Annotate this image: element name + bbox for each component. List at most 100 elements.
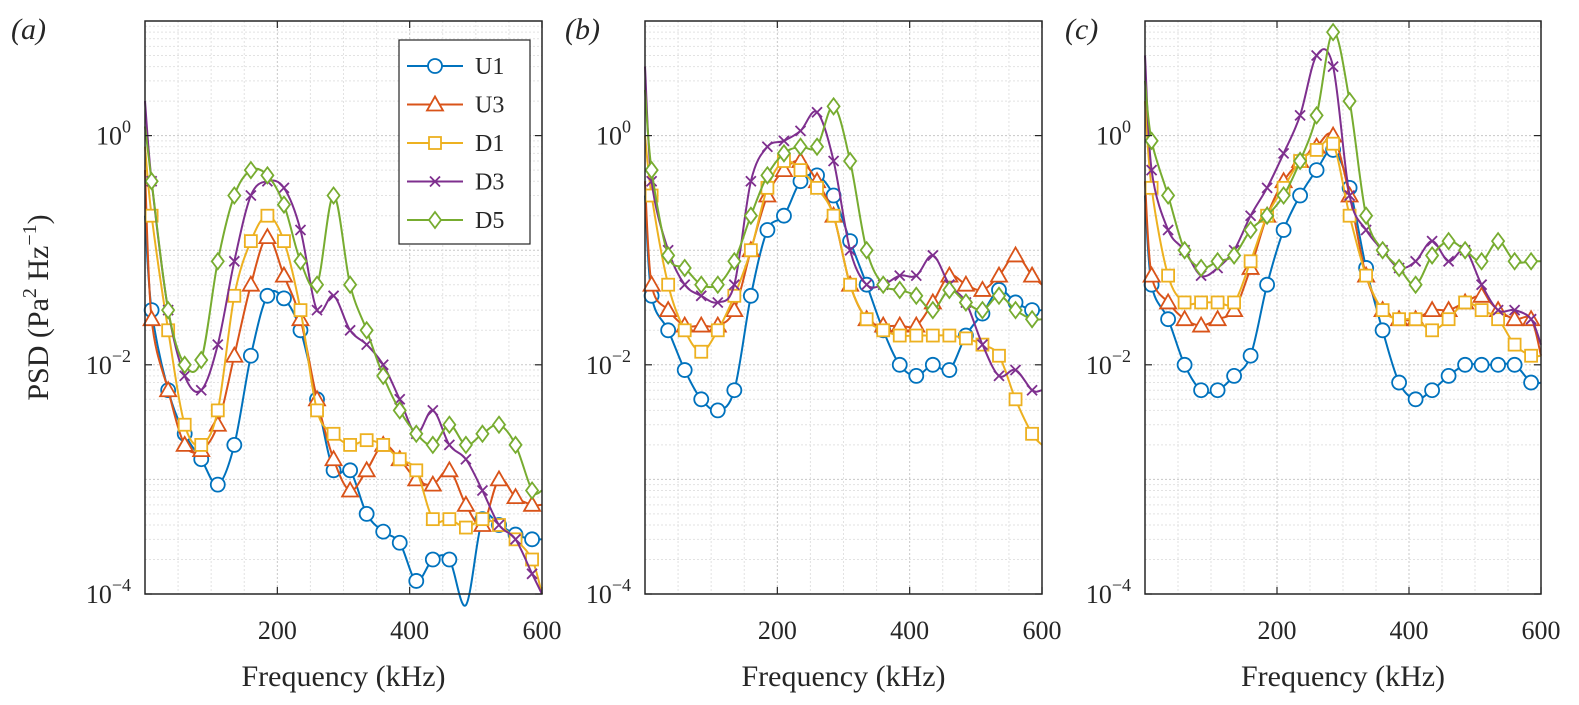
data-point-triangle — [224, 345, 244, 363]
data-point-diamond — [309, 275, 325, 295]
data-point-x — [427, 404, 439, 417]
data-point-circle — [441, 551, 458, 568]
data-point-circle — [1424, 382, 1440, 399]
data-point-square — [1008, 392, 1023, 407]
data-point-x — [1343, 189, 1356, 202]
data-point-x — [844, 244, 856, 256]
legend-marker-circle — [427, 58, 443, 74]
data-point-circle — [342, 462, 359, 479]
data-point-diamond — [458, 435, 474, 455]
panel-label: (c) — [1065, 13, 1098, 46]
data-point-circle — [524, 531, 540, 548]
data-point-circle — [660, 322, 677, 339]
y-tick-label: 10−2 — [86, 346, 131, 380]
data-point-x — [1145, 164, 1158, 176]
data-point-triangle — [1422, 300, 1442, 318]
data-point-diamond — [1507, 251, 1522, 271]
data-point-circle — [1226, 368, 1242, 384]
data-point-square — [909, 328, 924, 343]
x-axis-label: Frequency (kHz) — [741, 660, 945, 693]
data-point-x — [344, 324, 356, 336]
data-point-x — [294, 224, 307, 236]
data-point-x — [245, 189, 257, 202]
data-point-circle — [358, 505, 375, 522]
data-point-triangle — [357, 460, 377, 478]
data-point-x — [526, 568, 538, 580]
axes-frame — [1144, 20, 1542, 595]
data-point-square — [310, 403, 324, 418]
data-point-x — [745, 175, 757, 187]
data-point-circle — [891, 356, 908, 373]
data-point-x — [228, 255, 240, 267]
data-point-diamond — [925, 300, 940, 320]
data-point-circle — [1176, 356, 1193, 373]
data-point-diamond — [1243, 220, 1258, 240]
data-point-x — [1310, 49, 1323, 62]
data-point-triangle — [423, 474, 443, 492]
x-tick-label: 600 — [523, 616, 562, 645]
y-tick-label: 10−4 — [86, 575, 131, 609]
data-point-diamond — [1024, 309, 1040, 329]
data-point-square — [1491, 312, 1505, 327]
data-point-diamond — [1474, 251, 1489, 271]
data-point-diamond — [442, 415, 457, 435]
data-point-x — [927, 249, 939, 262]
data-point-triangle — [274, 265, 294, 283]
data-point-triangle — [505, 487, 526, 505]
data-point-x — [679, 279, 691, 291]
data-point-square — [1227, 295, 1241, 310]
legend-entry-u1: U1 — [407, 54, 504, 80]
data-point-diamond — [491, 415, 507, 435]
data-point-circle — [408, 573, 425, 589]
data-point-x — [976, 338, 989, 351]
data-point-diamond — [1144, 131, 1159, 151]
data-point-diamond — [524, 481, 540, 501]
data-point-x — [910, 269, 922, 282]
data-point-circle — [726, 382, 743, 399]
data-point-diamond — [392, 400, 407, 420]
data-point-x — [1277, 147, 1290, 159]
data-point-circle — [709, 402, 726, 419]
data-point-diamond — [326, 186, 341, 206]
data-point-square — [677, 323, 692, 338]
data-point-diamond — [677, 258, 692, 278]
data-point-diamond — [859, 240, 874, 260]
x-tick-label: 400 — [390, 616, 429, 645]
data-point-circle — [742, 287, 759, 304]
data-point-diamond — [227, 186, 242, 206]
data-point-circle — [1490, 356, 1506, 373]
data-point-x — [1426, 235, 1438, 247]
data-point-circle — [676, 362, 693, 378]
data-point-circle — [424, 551, 441, 568]
data-point-square — [1474, 303, 1489, 318]
series-d5 — [144, 126, 543, 501]
panel-1: 200 400 600 100 10−2 10−4 Frequency (kHz) (b) — [565, 13, 1062, 693]
data-point-circle — [1391, 374, 1407, 391]
data-point-diamond — [276, 195, 292, 215]
data-point-diamond — [1424, 245, 1440, 265]
data-point-circle — [908, 368, 925, 384]
data-point-square — [1375, 303, 1390, 318]
data-point-diamond — [1523, 251, 1539, 271]
data-point-x — [1162, 224, 1174, 236]
data-point-x — [493, 519, 505, 531]
panel-label: (b) — [565, 13, 600, 46]
data-point-square — [992, 348, 1006, 363]
data-point-square — [409, 463, 424, 478]
data-point-square — [1177, 295, 1192, 310]
data-point-square — [1210, 295, 1225, 310]
x-tick-label: 200 — [758, 616, 797, 645]
legend-entry-d1: D1 — [407, 131, 504, 157]
data-point-triangle — [456, 495, 476, 512]
series-d3 — [644, 66, 1043, 396]
y-tick-label: 10−4 — [586, 575, 631, 609]
data-point-triangle — [1142, 265, 1162, 283]
data-point-diamond — [1226, 245, 1242, 265]
data-point-x — [645, 175, 658, 187]
data-point-x — [1442, 255, 1455, 267]
data-point-triangle — [989, 265, 1009, 283]
data-point-circle — [1160, 311, 1176, 328]
y-tick-label: 10−2 — [586, 346, 631, 380]
data-point-x — [695, 290, 707, 302]
data-point-circle — [1242, 347, 1259, 364]
